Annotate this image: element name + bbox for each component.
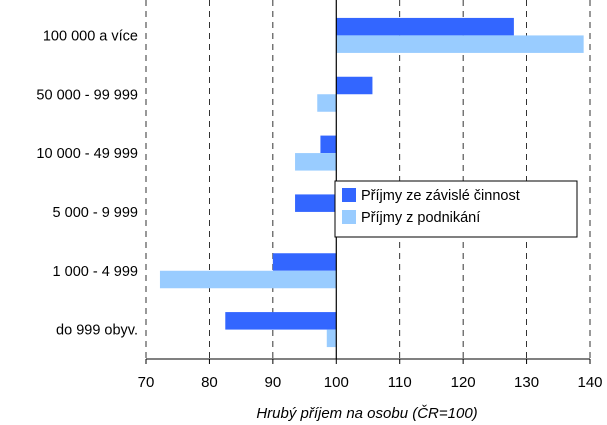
x-tick-label-100: 100 — [324, 374, 349, 391]
bar-zavisla-4 — [272, 253, 337, 271]
category-labels: 100 000 a více 50 000 - 99 999 10 000 - 49… — [36, 28, 138, 338]
x-tick-label-140: 140 — [577, 374, 602, 391]
legend-box — [334, 180, 578, 238]
legend-swatch-0 — [342, 188, 356, 202]
x-tick-label-130: 130 — [514, 374, 539, 391]
bar-zavisla-5 — [225, 312, 337, 330]
x-tick-label-90: 90 — [265, 374, 282, 391]
legend: Příjmy ze závislé činnost Příjmy z podnik… — [334, 180, 578, 238]
legend-label-1: Příjmy z podnikání — [361, 210, 480, 226]
x-tick-labels: 70 80 90 100 110 120 130 140 — [138, 359, 603, 391]
x-tick-label-80: 80 — [201, 374, 218, 391]
category-label-1: 50 000 - 99 999 — [36, 87, 138, 103]
category-label-4: 1 000 - 4 999 — [53, 264, 138, 280]
bar-podnikani-5 — [326, 329, 337, 348]
bar-podnikani-1 — [317, 94, 337, 112]
legend-swatch-1 — [342, 210, 356, 224]
bar-zavisla-1 — [336, 76, 373, 95]
bar-podnikani-4 — [159, 270, 337, 289]
x-axis-title: Hrubý příjem na osobu (ČR=100) — [256, 405, 477, 422]
bar-podnikani-2 — [295, 153, 337, 171]
grid-lines — [145, 0, 591, 359]
bars — [159, 17, 584, 348]
category-label-3: 5 000 - 9 999 — [53, 205, 138, 221]
category-label-0: 100 000 a více — [43, 28, 138, 44]
x-tick-label-120: 120 — [451, 374, 476, 391]
legend-label-0: Příjmy ze závislé činnost — [361, 188, 520, 204]
bar-zavisla-3 — [295, 194, 337, 212]
category-label-5: do 999 obyv. — [56, 323, 138, 339]
x-tick-label-70: 70 — [138, 374, 155, 391]
bar-podnikani-0 — [336, 35, 584, 53]
bar-zavisla-0 — [336, 17, 514, 36]
bar-zavisla-2 — [320, 135, 337, 154]
category-label-2: 10 000 - 49 999 — [36, 146, 138, 162]
x-tick-label-110: 110 — [388, 374, 412, 391]
